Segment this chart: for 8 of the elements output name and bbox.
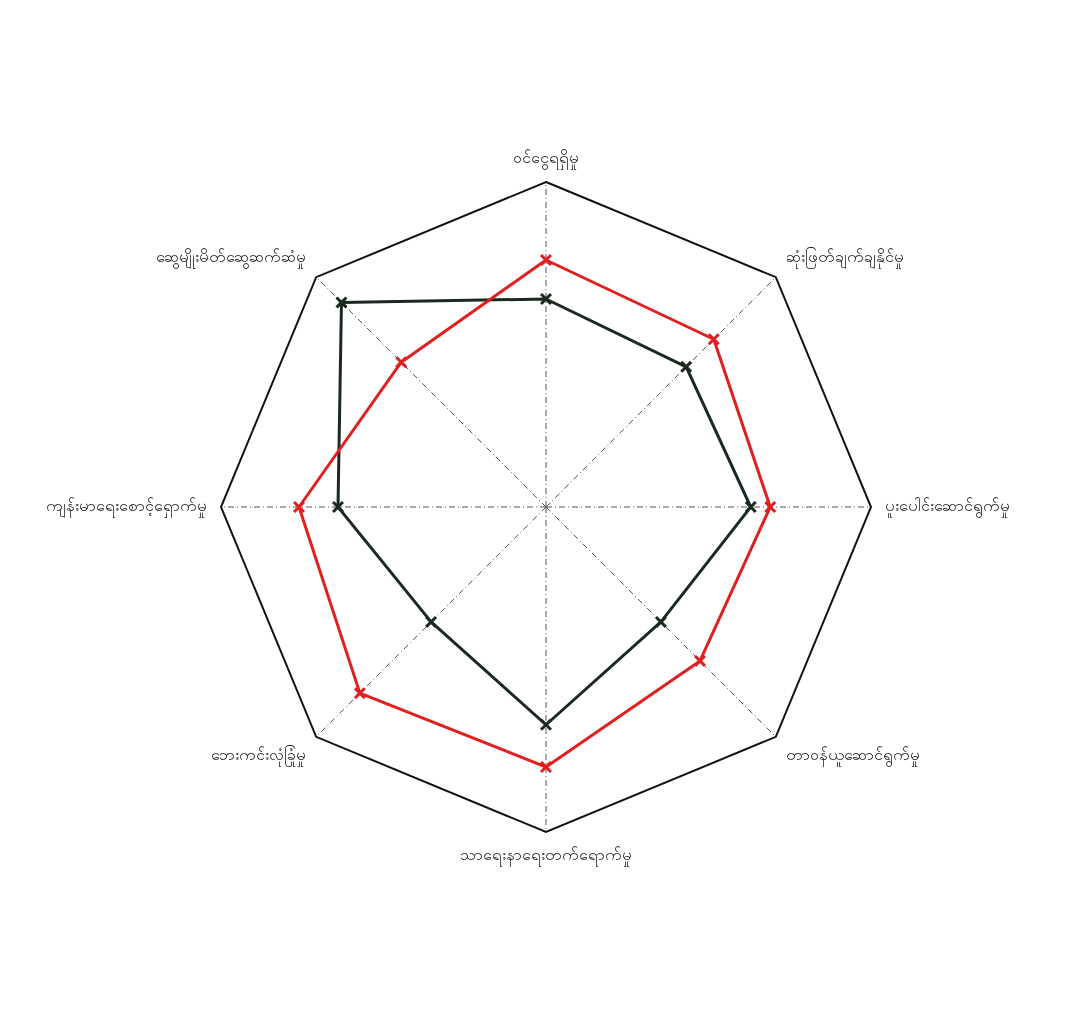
spoke-label: ဆွေမျိုးမိတ်ဆွေဆက်ဆံမှု (156, 246, 307, 269)
spoke-label: ဝင်ငွေရရှိမှု (513, 147, 579, 170)
spoke-label: ကျန်းမာရေးစောင့်ရှောက်မှု (46, 496, 207, 519)
spoke-label: သာရေးနာရေးတက်ရောက်မှု (460, 844, 632, 867)
spoke-label: တာဝန်ယူဆောင်ရွက်မှု (785, 745, 920, 768)
spoke-label: ဘေးကင်းလုံခြုံမှု (211, 745, 307, 768)
spoke-label: ပူးပေါင်းဆောင်ရွက်မှု (885, 496, 1010, 519)
spoke-label: ဆုံးဖြတ်ချက်ချနိုင်မှု (785, 246, 904, 269)
